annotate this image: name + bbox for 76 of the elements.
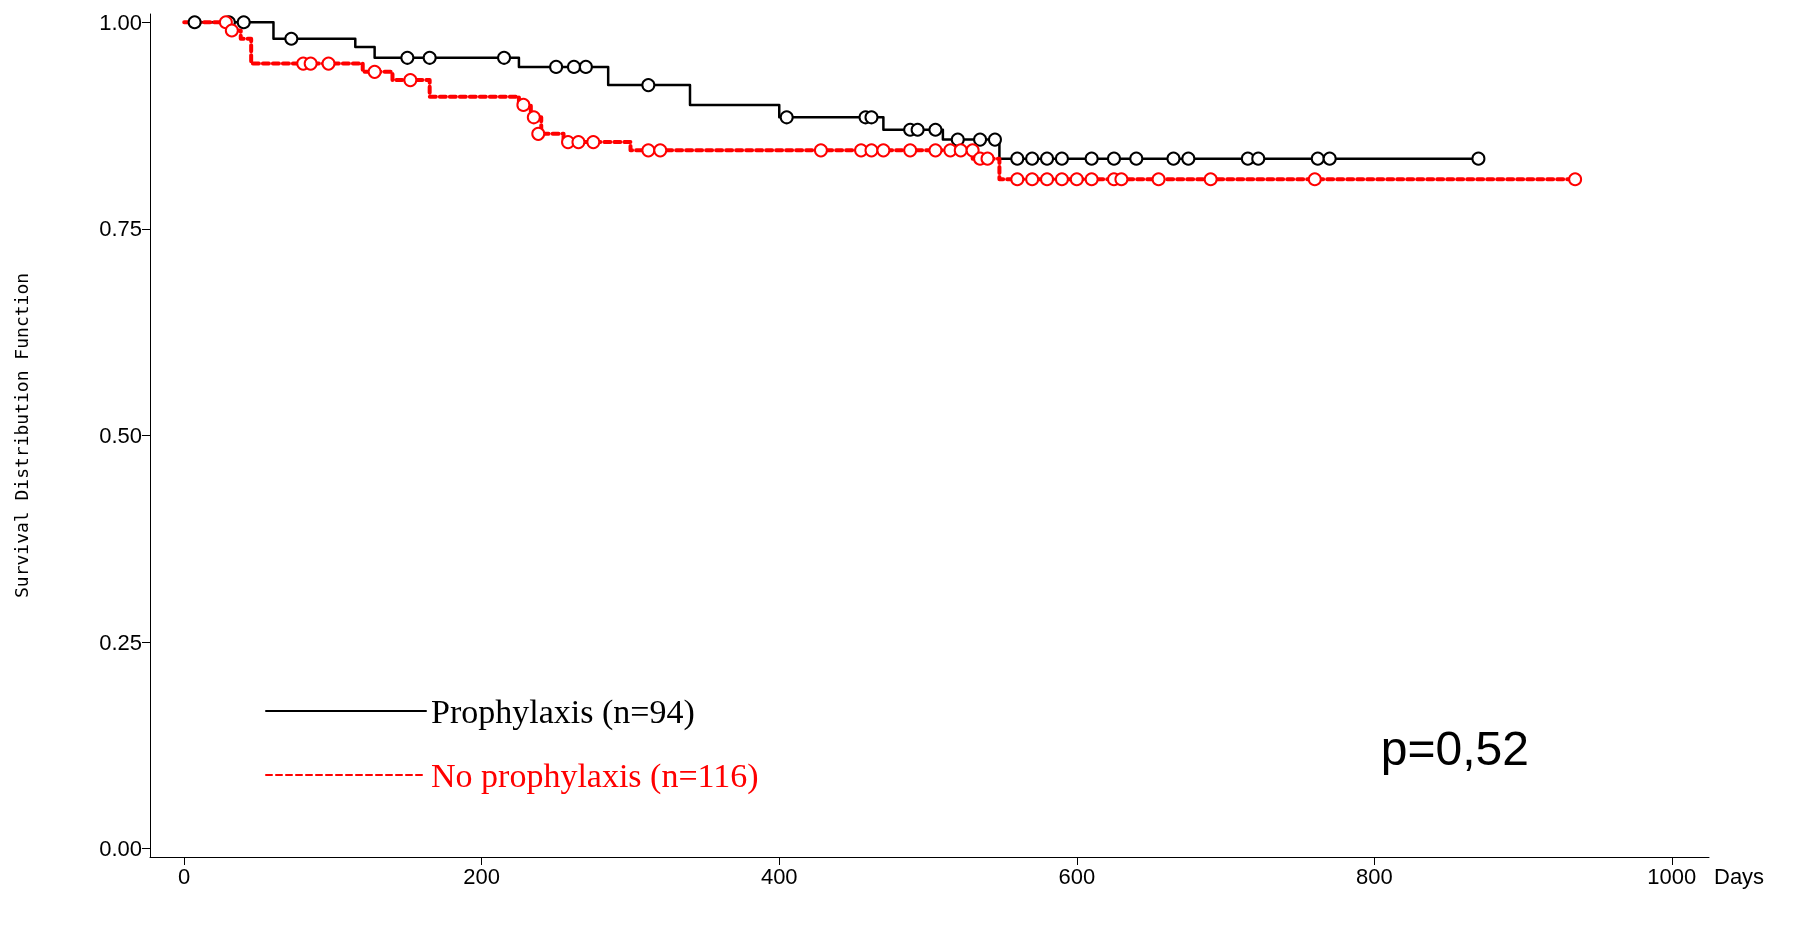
point [641, 143, 656, 158]
point [1166, 151, 1181, 166]
point [980, 151, 995, 166]
point [284, 31, 299, 46]
point [779, 110, 794, 125]
point [367, 64, 382, 79]
x-tick-label: 0 [178, 863, 191, 889]
point [1025, 172, 1040, 187]
x-tick-label: 1000 [1647, 863, 1697, 889]
point [1114, 172, 1129, 187]
point [1084, 151, 1099, 166]
x-tick-label: 200 [463, 863, 501, 889]
point [1471, 151, 1486, 166]
point [321, 56, 336, 71]
point [1310, 151, 1325, 166]
legend-label: No prophylaxis (n=116) [431, 756, 759, 795]
point [965, 143, 980, 158]
y-tick-label: 0.50 [99, 423, 142, 448]
x-tick-label: 600 [1058, 863, 1096, 889]
y-tick-label: 0.00 [99, 836, 142, 862]
y-axis-title: Survival Distribution Function [10, 272, 32, 599]
point [1010, 172, 1025, 187]
point [1010, 151, 1025, 166]
point [1151, 172, 1166, 187]
point [987, 132, 1002, 147]
point [1203, 172, 1218, 187]
point [1129, 151, 1144, 166]
point [903, 143, 918, 158]
x-axis-title: Days [1714, 863, 1765, 889]
y-tick-label: 0.75 [99, 216, 142, 242]
point [578, 59, 593, 74]
point [910, 122, 925, 137]
point [953, 143, 968, 158]
point [641, 78, 656, 93]
point [1106, 151, 1121, 166]
point [1181, 151, 1196, 166]
point [653, 143, 668, 158]
point [422, 50, 437, 65]
point [187, 15, 202, 30]
legend-label: Prophylaxis (n=94) [431, 692, 695, 731]
point [516, 97, 531, 112]
point [928, 122, 943, 137]
point [566, 59, 581, 74]
point [526, 110, 541, 125]
point [1251, 151, 1266, 166]
point [236, 15, 251, 30]
point [1054, 151, 1069, 166]
point [549, 59, 564, 74]
point [531, 126, 546, 141]
x-tick-label: 800 [1355, 863, 1393, 889]
point [813, 143, 828, 158]
x-tick-label: 400 [760, 863, 798, 889]
point [1568, 172, 1583, 187]
y-tick-label: 1.00 [99, 9, 142, 35]
point [973, 132, 988, 147]
point [1322, 151, 1337, 166]
point [1084, 172, 1099, 187]
point [403, 73, 418, 88]
point [224, 23, 239, 38]
point [303, 56, 318, 71]
point [864, 110, 879, 125]
point [1307, 172, 1322, 187]
point [928, 143, 943, 158]
point [571, 135, 586, 150]
point [1069, 172, 1084, 187]
point [400, 50, 415, 65]
point [1054, 172, 1069, 187]
point [586, 135, 601, 150]
point [1040, 172, 1055, 187]
annotation: p=0,52 [1380, 721, 1530, 775]
point [497, 50, 512, 65]
point [864, 143, 879, 158]
point [1025, 151, 1040, 166]
point [1040, 151, 1055, 166]
point [876, 143, 891, 158]
y-tick-label: 0.25 [99, 629, 142, 655]
